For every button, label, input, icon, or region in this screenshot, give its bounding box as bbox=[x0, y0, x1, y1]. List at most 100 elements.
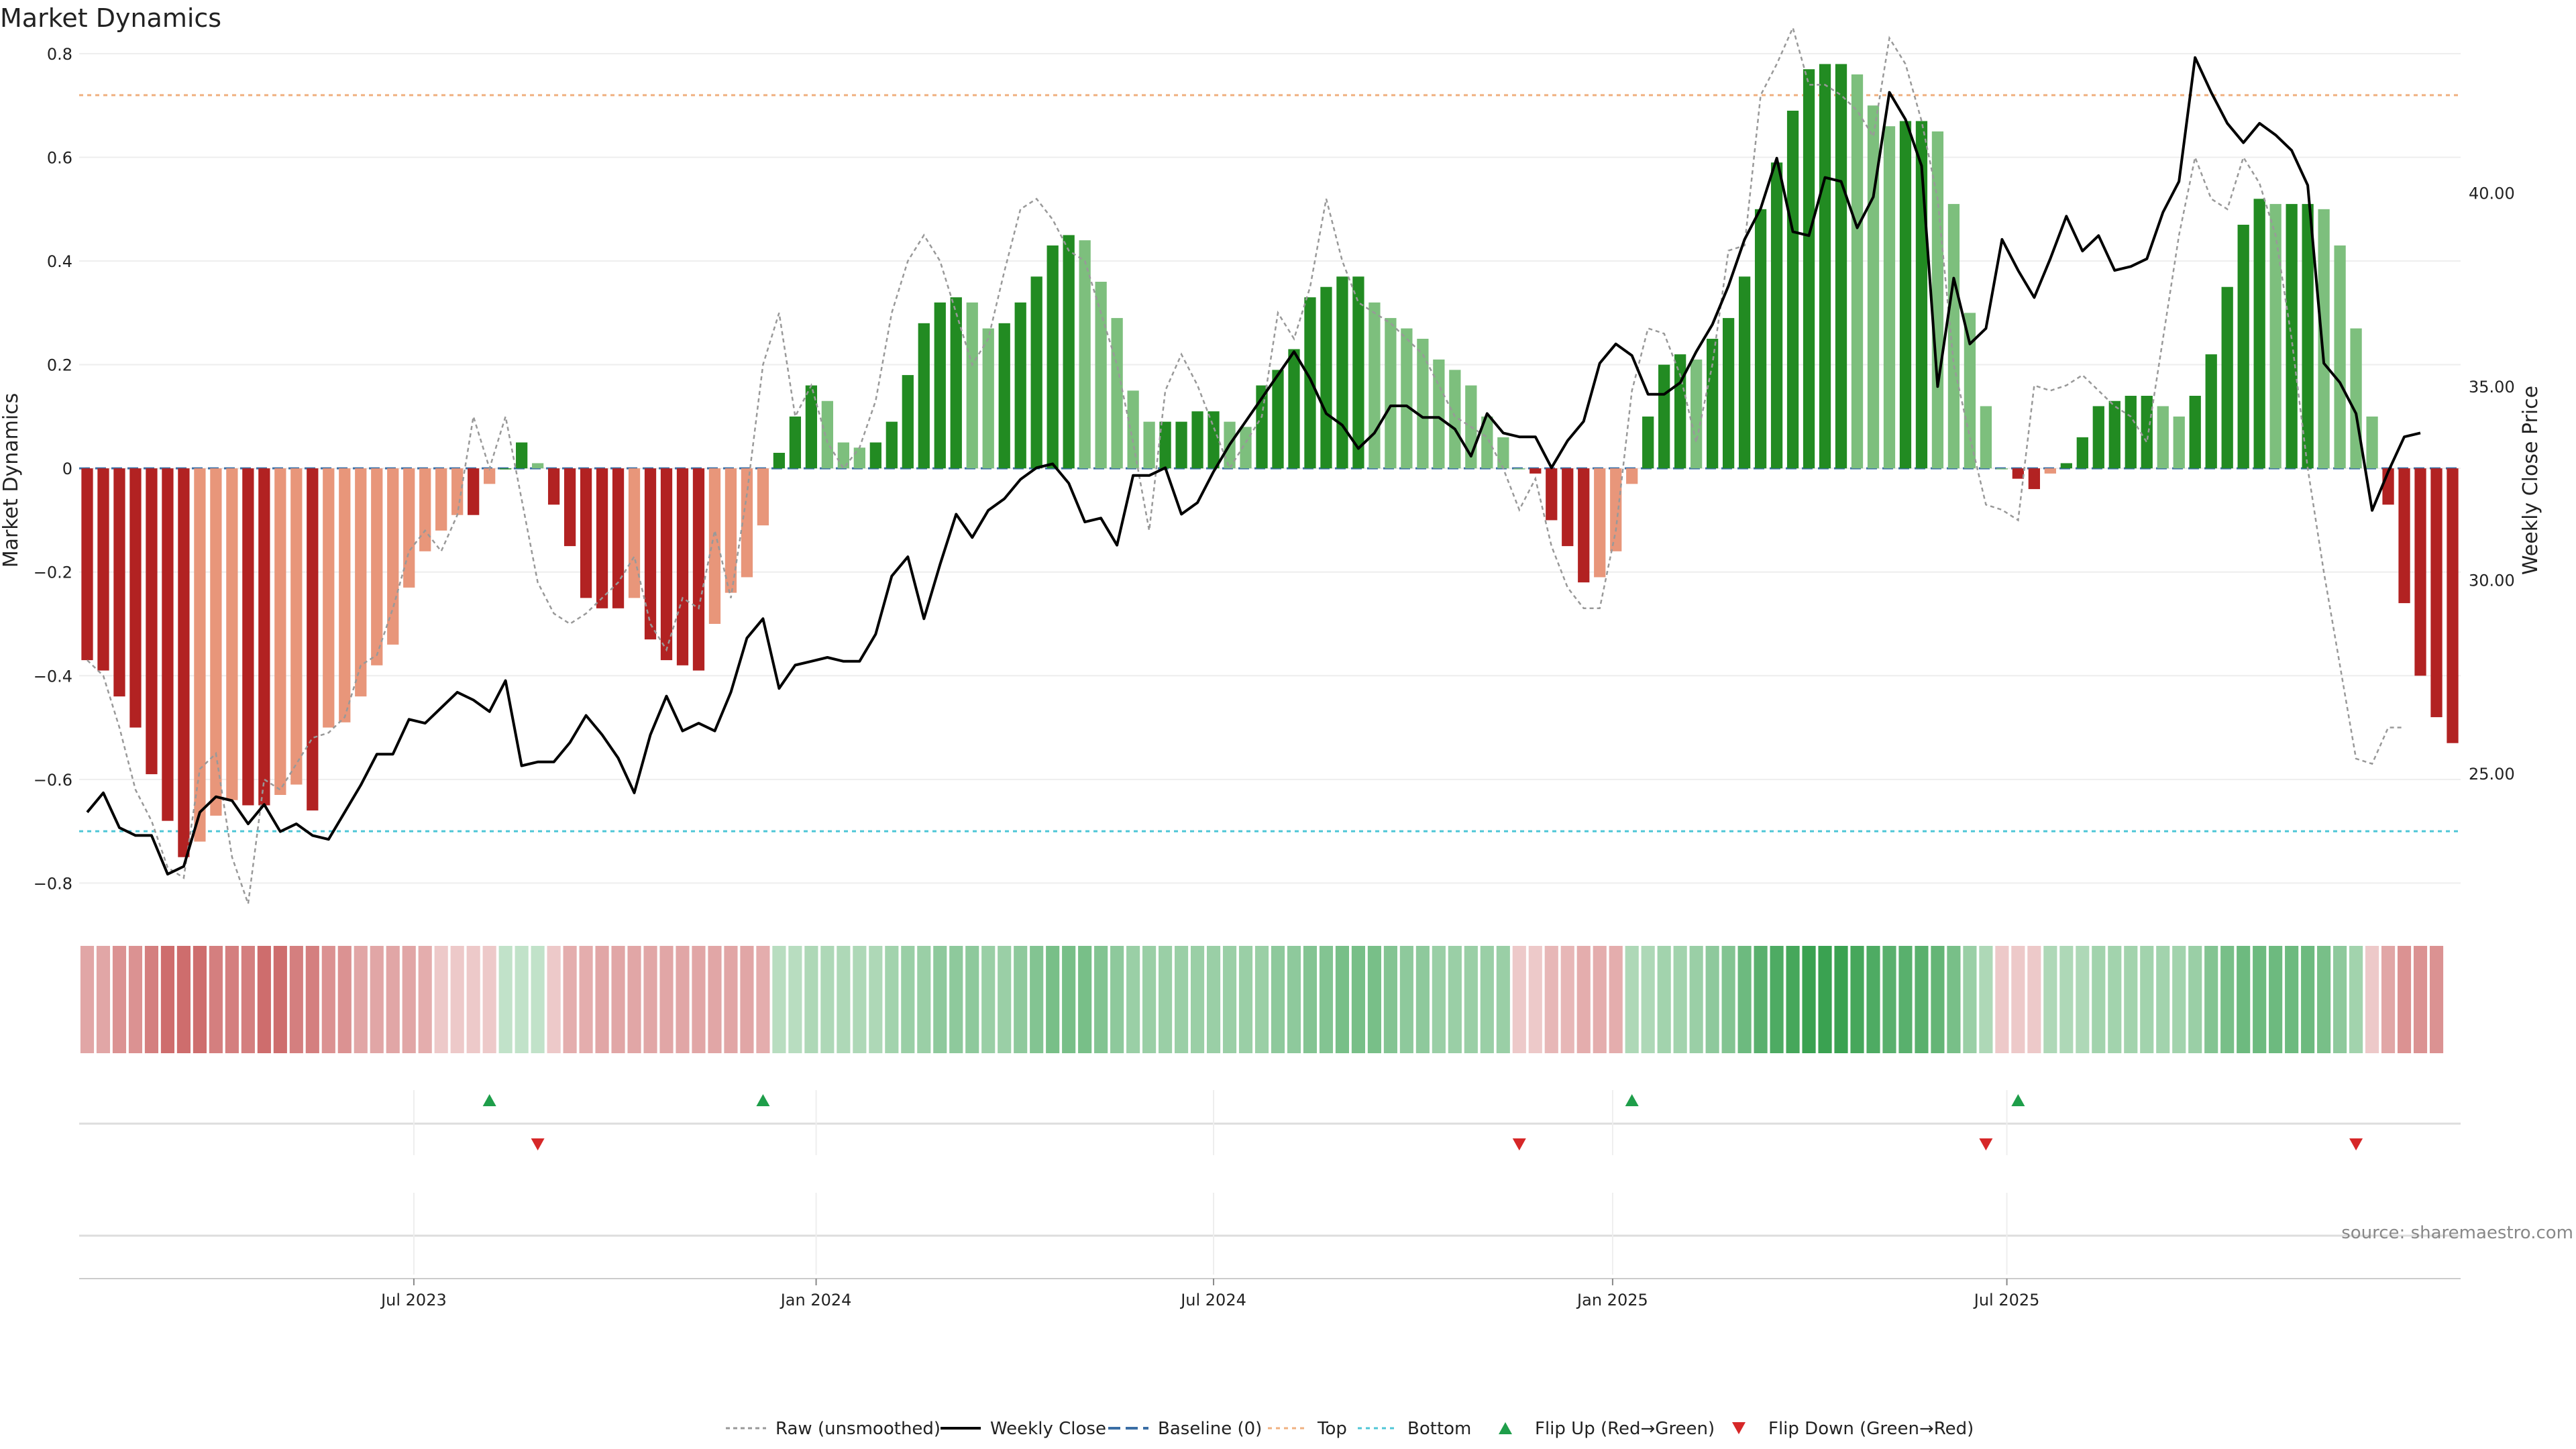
heatmap-cell bbox=[2333, 946, 2347, 1053]
flip-up-marker bbox=[2011, 1094, 2025, 1106]
dynamics-bar bbox=[1030, 276, 1042, 469]
flip-up-marker bbox=[1625, 1094, 1639, 1106]
heatmap-cell bbox=[434, 946, 448, 1053]
heatmap-cell bbox=[370, 946, 384, 1053]
heatmap-cell bbox=[853, 946, 867, 1053]
price-lines bbox=[86, 25, 2421, 904]
dynamics-bar bbox=[1256, 385, 1268, 469]
dynamics-bar bbox=[885, 421, 898, 469]
dynamics-bar bbox=[1786, 111, 1799, 469]
heatmap-cell bbox=[1464, 946, 1478, 1053]
heatmap-cell bbox=[2188, 946, 2202, 1053]
dynamics-bar bbox=[741, 468, 753, 578]
dynamics-bar bbox=[2334, 245, 2346, 469]
dynamics-bar bbox=[934, 302, 946, 469]
dynamics-bar bbox=[274, 468, 286, 795]
dynamics-bar bbox=[1642, 416, 1654, 469]
dynamics-bar bbox=[1159, 421, 1171, 469]
left-axis-ticks: 0.8 0.6 0.4 0.2 0 −0.2 −0.4 −0.6 −0.8 bbox=[34, 45, 72, 893]
dynamics-bar bbox=[1658, 364, 1670, 469]
legend-flip-up: Flip Up (Red→Green) bbox=[1535, 1419, 1715, 1439]
heatmap-cell bbox=[466, 946, 480, 1053]
flip-down-marker bbox=[531, 1138, 545, 1150]
dynamics-bar bbox=[2414, 468, 2426, 676]
dynamics-bar bbox=[2141, 396, 2153, 469]
dynamics-bar bbox=[258, 468, 270, 806]
legend: Raw (unsmoothed) Weekly Close Baseline (0)… bbox=[726, 1419, 1974, 1439]
heatmap-cell bbox=[1078, 946, 1092, 1053]
dynamics-bar bbox=[226, 468, 238, 800]
heatmap-cell bbox=[917, 946, 931, 1053]
x-tick-label: Jul 2023 bbox=[380, 1291, 447, 1309]
legend-flip-down: Flip Down (Green→Red) bbox=[1768, 1419, 1974, 1439]
heatmap-cell bbox=[2043, 946, 2057, 1053]
heatmap-cell bbox=[1271, 946, 1285, 1053]
dynamics-bar bbox=[1417, 339, 1429, 469]
dynamics-bar bbox=[1143, 421, 1155, 469]
heatmap-cell bbox=[1882, 946, 1896, 1053]
dynamics-bar bbox=[1578, 468, 1590, 583]
dynamics-bar bbox=[2125, 396, 2137, 469]
heatmap-cell bbox=[1367, 946, 1381, 1053]
left-tick-label: 0.4 bbox=[47, 252, 72, 271]
dynamics-bar bbox=[435, 468, 447, 531]
heatmap-cell bbox=[273, 946, 287, 1053]
heatmap-cell bbox=[2092, 946, 2106, 1053]
heatmap-cell bbox=[1576, 946, 1591, 1053]
dynamics-bar bbox=[708, 468, 721, 624]
dynamics-bar bbox=[596, 468, 608, 608]
heatmap-cell bbox=[2429, 946, 2444, 1053]
heatmap-cell bbox=[965, 946, 979, 1053]
heatmap-cell bbox=[1110, 946, 1124, 1053]
heatmap-cell bbox=[547, 946, 561, 1053]
intensity-heatmap bbox=[80, 946, 2444, 1053]
heatmap-cell bbox=[1046, 946, 1060, 1053]
dynamics-bar bbox=[1208, 411, 1220, 469]
left-tick-label: −0.6 bbox=[34, 771, 72, 790]
heatmap-cell bbox=[498, 946, 513, 1053]
dynamics-bar bbox=[2076, 437, 2088, 469]
heatmap-cell bbox=[1094, 946, 1108, 1053]
dynamics-bar bbox=[1947, 204, 1960, 469]
heatmap-cell bbox=[531, 946, 545, 1053]
dynamics-bar bbox=[81, 468, 93, 661]
left-tick-label: 0 bbox=[62, 460, 72, 478]
heatmap-cell bbox=[2059, 946, 2074, 1053]
heatmap-cell bbox=[788, 946, 802, 1053]
dynamics-bar bbox=[837, 442, 849, 469]
dynamics-bar bbox=[1706, 339, 1719, 469]
dynamics-bar bbox=[2028, 468, 2040, 490]
heatmap-cell bbox=[1898, 946, 1913, 1053]
dynamics-bar bbox=[178, 468, 190, 857]
dynamics-bar bbox=[1111, 318, 1123, 469]
dynamics-bar bbox=[918, 323, 930, 469]
dynamics-bar bbox=[371, 468, 383, 665]
x-tick-label: Jul 2024 bbox=[1179, 1291, 1246, 1309]
dynamics-bar bbox=[805, 385, 818, 469]
chart-title: Market Dynamics bbox=[0, 3, 221, 33]
x-axis: Jul 2023 Jan 2024 Jul 2024 Jan 2025 Jul 2025 bbox=[79, 1278, 2461, 1309]
dynamics-bar bbox=[1770, 162, 1783, 469]
heatmap-cell bbox=[1415, 946, 1430, 1053]
dynamics-bar bbox=[1288, 349, 1300, 469]
dynamics-bar bbox=[1368, 302, 1381, 469]
dynamics-bar bbox=[773, 453, 786, 469]
heatmap-cell bbox=[1496, 946, 1510, 1053]
dynamics-bar bbox=[339, 468, 351, 722]
dynamics-bar bbox=[194, 468, 206, 842]
dynamics-bar bbox=[1352, 276, 1364, 469]
heatmap-cell bbox=[772, 946, 786, 1053]
dynamics-bar bbox=[1433, 359, 1445, 469]
dynamics-bar bbox=[515, 442, 528, 469]
heatmap-cell bbox=[2011, 946, 2025, 1053]
heatmap-cell bbox=[2076, 946, 2090, 1053]
heatmap-cell bbox=[2301, 946, 2315, 1053]
heatmap-cell bbox=[482, 946, 496, 1053]
dynamics-bar bbox=[1497, 437, 1509, 469]
dynamics-bar bbox=[869, 442, 881, 469]
dynamics-bar bbox=[2269, 204, 2282, 469]
left-tick-label: 0.8 bbox=[47, 45, 72, 64]
heatmap-cell bbox=[1689, 946, 1703, 1053]
dynamics-bar bbox=[307, 468, 319, 811]
dynamics-bar bbox=[1063, 235, 1075, 469]
